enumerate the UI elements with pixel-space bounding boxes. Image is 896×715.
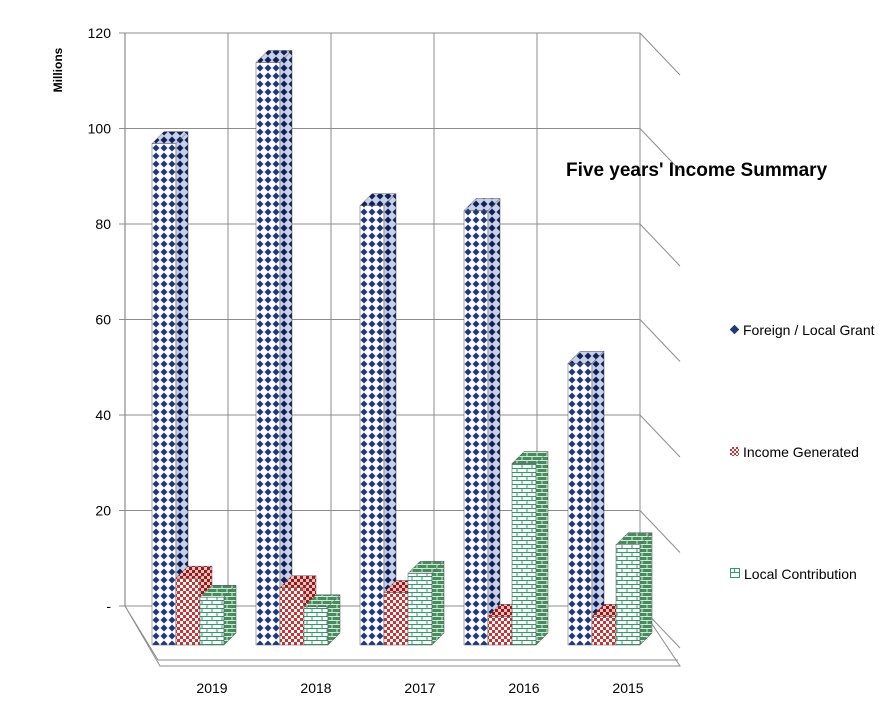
bar-side [639, 532, 653, 646]
legend-item-income: Income Generated [730, 442, 890, 463]
side-gridline [639, 414, 681, 458]
bar-local-2016 [511, 450, 549, 646]
legend-swatch-diamond-icon [729, 324, 740, 335]
bar-side [383, 193, 397, 646]
x-tick-label: 2019 [196, 680, 227, 696]
x-tick-label: 2015 [612, 680, 643, 696]
side-gridline [639, 128, 681, 171]
bar-side [279, 49, 293, 646]
bar-front [567, 363, 593, 646]
bar-front [359, 205, 385, 646]
bar-side [431, 560, 445, 646]
bar-side [535, 450, 549, 646]
bar-front [383, 592, 409, 646]
y-tick-label: 20 [95, 503, 111, 519]
side-gridline [639, 32, 681, 76]
y-tick-label: 40 [95, 407, 111, 423]
bar-front [407, 573, 433, 646]
bar-local-2019 [199, 584, 237, 646]
side-gridline [639, 510, 681, 553]
bar-front [591, 616, 617, 646]
y-axis-title: Millions [51, 47, 65, 92]
bar-local-2017 [407, 560, 445, 646]
chart-title: Five years' Income Summary [566, 160, 828, 181]
side-gridline [639, 319, 681, 362]
legend-label-local: Local Contribution [744, 566, 857, 582]
bar-front [487, 616, 513, 646]
bar-grant-2016 [463, 197, 501, 646]
bar-front [615, 544, 641, 646]
side-gridline [639, 223, 681, 267]
bar-grant-2015 [567, 350, 605, 646]
bar-side [487, 197, 501, 646]
y-tick-label: 120 [88, 25, 112, 41]
bar-side [591, 350, 605, 646]
bar-front [255, 62, 281, 646]
y-tick-label: 80 [95, 216, 111, 232]
x-tick-label: 2017 [404, 680, 435, 696]
bar-front [199, 597, 225, 646]
legend-swatch-brick-icon [730, 568, 740, 578]
bar-income-2017 [383, 579, 421, 646]
bar-front [175, 577, 201, 646]
floor-edge [124, 605, 159, 661]
legend-swatch-checker-icon [730, 447, 739, 456]
bar-side [327, 594, 341, 646]
bar-local-2015 [615, 532, 653, 646]
legend-label-income: Income Generated [743, 444, 859, 460]
y-tick-label: 100 [88, 121, 112, 137]
y-tick-label: 60 [95, 312, 111, 328]
bar-grant-2018 [255, 49, 293, 646]
bar-front [463, 210, 489, 646]
bar-front [511, 463, 537, 646]
y-tick-label: - [106, 598, 111, 614]
legend-item-local: Local Contribution [730, 564, 890, 585]
legend-item-grant: Foreign / Local Grant [729, 320, 890, 341]
legend-label-grant: Foreign / Local Grant [743, 322, 875, 338]
x-tick-label: 2016 [508, 680, 539, 696]
x-tick-label: 2018 [300, 680, 331, 696]
bar-front [151, 143, 177, 646]
bar-front [279, 587, 305, 646]
bar-grant-2019 [151, 131, 189, 646]
bar-side [223, 584, 237, 646]
bar-grant-2017 [359, 193, 397, 646]
bar-local-2018 [303, 594, 341, 646]
bar-front [303, 606, 329, 646]
